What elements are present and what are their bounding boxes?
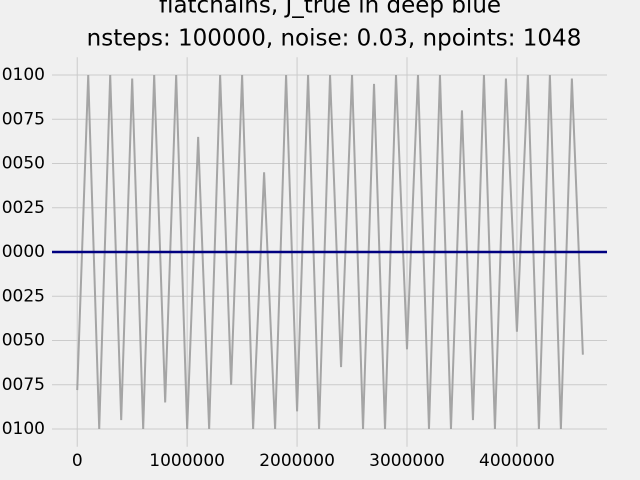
x-tick-label: 3000000: [369, 451, 445, 471]
y-tick-label: 0.0100: [0, 65, 45, 85]
x-tick-label: 1000000: [149, 451, 225, 471]
y-tick-label: 0.0075: [0, 109, 45, 129]
x-tick-label: 4000000: [479, 451, 555, 471]
chart-subtitle: nsteps: 100000, noise: 0.03, npoints: 10…: [87, 26, 582, 52]
chart-title: flatchains, J_true in deep blue: [159, 0, 501, 19]
x-tick-label: 2000000: [259, 451, 335, 471]
data-line: [76, 74, 584, 430]
y-tick-label: 0.0000: [0, 242, 45, 262]
y-tick-label: 0.0050: [0, 154, 45, 174]
y-tick-label: −0.0050: [0, 331, 45, 351]
x-axis-label: step number: [276, 478, 385, 480]
y-tick-label: −0.0100: [0, 419, 45, 439]
y-tick-label: −0.0025: [0, 286, 45, 306]
x-tick-label: 0: [72, 451, 83, 471]
y-tick-label: −0.0075: [0, 375, 45, 395]
y-tick-label: 0.0025: [0, 198, 45, 218]
